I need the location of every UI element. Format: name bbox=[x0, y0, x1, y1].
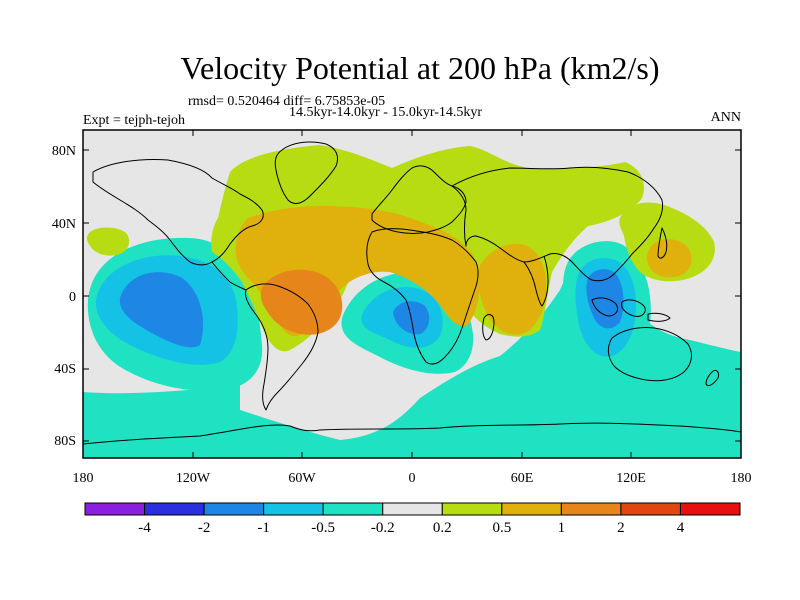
lat-label-0: 0 bbox=[69, 290, 76, 305]
colorbar-swatch-4 bbox=[322, 502, 384, 516]
east-africa-orange bbox=[478, 243, 547, 335]
lat-label-40s: 40S bbox=[54, 362, 76, 377]
colorbar-label-8: 2 bbox=[617, 520, 625, 536]
coastline-south-america bbox=[245, 283, 319, 411]
north-pacific-orange bbox=[647, 239, 692, 278]
east-pacific-low-core bbox=[119, 272, 204, 348]
experiment-label: Expt = tejph-tejoh bbox=[83, 113, 185, 128]
pacific-positive-blob bbox=[87, 227, 130, 256]
colorbar-swatch-9 bbox=[620, 502, 681, 516]
lon-label-180e: 180 bbox=[731, 471, 752, 486]
colorbar-swatch-2 bbox=[203, 502, 265, 516]
period-label: 14.5kyr-14.0kyr - 15.0kyr-14.5kyr bbox=[289, 105, 483, 120]
longitude-ticks bbox=[82, 130, 742, 458]
colorbar-label-1: -2 bbox=[198, 520, 211, 536]
colorbar-swatch-1 bbox=[144, 502, 205, 516]
lon-label-120e: 120E bbox=[616, 471, 646, 486]
colorbar-labels: -4 -2 -1 -0.5 -0.2 0.2 0.5 1 2 4 bbox=[138, 520, 684, 536]
coastline-europe bbox=[371, 165, 467, 234]
colorbar-swatch-3 bbox=[263, 502, 324, 516]
colorbar-label-0: -4 bbox=[138, 520, 151, 536]
colorbar-swatch-0 bbox=[84, 502, 146, 516]
colorbar-label-9: 4 bbox=[677, 520, 685, 536]
lat-label-80s: 80S bbox=[54, 434, 76, 449]
shaded-field bbox=[83, 130, 741, 458]
coastlines bbox=[83, 141, 741, 445]
colorbar-label-4: -0.2 bbox=[371, 520, 395, 536]
colorbar-label-5: 0.2 bbox=[433, 520, 452, 536]
colorbar-swatch-10 bbox=[679, 502, 741, 516]
colorbar-label-2: -1 bbox=[257, 520, 270, 536]
coastline-antarctica bbox=[83, 422, 741, 445]
coastline-africa bbox=[366, 228, 479, 365]
colorbar-label-7: 1 bbox=[558, 520, 566, 536]
colorbar-swatch-7 bbox=[501, 502, 562, 516]
coastline-central-america bbox=[211, 261, 247, 291]
lon-label-60w: 60W bbox=[288, 471, 316, 486]
colorbar bbox=[84, 502, 741, 516]
lon-label-60e: 60E bbox=[511, 471, 534, 486]
coastline-new-zealand bbox=[705, 369, 719, 387]
coastline-japan bbox=[657, 227, 668, 259]
coastline-asia bbox=[451, 166, 663, 282]
lat-label-40n: 40N bbox=[52, 217, 76, 232]
coastline-madagascar bbox=[482, 314, 495, 341]
colorbar-swatch-6 bbox=[441, 502, 503, 516]
latitude-ticks bbox=[83, 149, 741, 442]
colorbar-label-6: 0.5 bbox=[492, 520, 511, 536]
coastline-australia bbox=[607, 327, 692, 382]
colorbar-label-3: -0.5 bbox=[311, 520, 335, 536]
rmsd-label: rmsd= 0.520464 diff= 6.75853e-05 bbox=[188, 94, 386, 109]
colorbar-swatch-8 bbox=[560, 502, 622, 516]
lat-label-80n: 80N bbox=[52, 144, 76, 159]
coastline-maritime-continent bbox=[591, 297, 671, 322]
coastline-north-america bbox=[92, 159, 264, 266]
season-label: ANN bbox=[710, 110, 741, 125]
chart-title: Velocity Potential at 200 hPa (km2/s) bbox=[180, 50, 660, 86]
south-america-orange bbox=[260, 269, 343, 335]
lon-label-120w: 120W bbox=[176, 471, 211, 486]
colorbar-swatch-5 bbox=[382, 502, 443, 516]
lon-label-180w: 180 bbox=[73, 471, 94, 486]
coastline-greenland bbox=[274, 141, 339, 204]
coastline-india bbox=[523, 255, 549, 307]
lon-label-0: 0 bbox=[409, 471, 416, 486]
